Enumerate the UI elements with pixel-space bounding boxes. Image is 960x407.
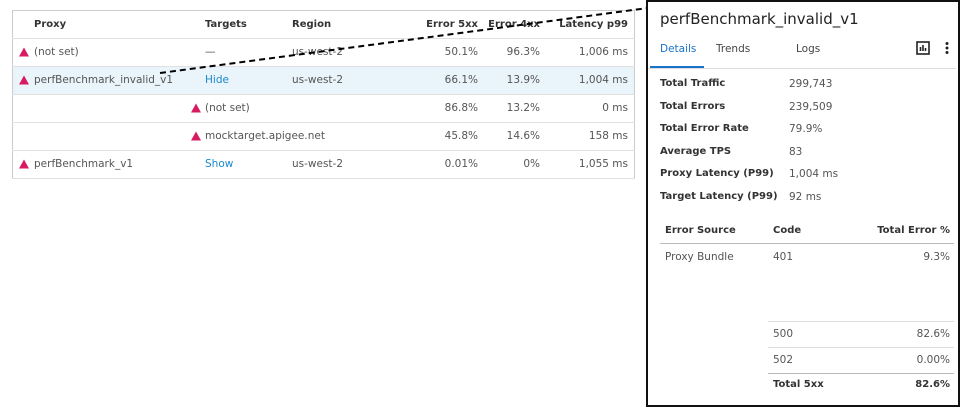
stat-label: Total Traffic xyxy=(660,78,726,89)
column-header: Proxy xyxy=(34,19,67,30)
stat-value: 239,509 xyxy=(789,100,833,113)
total-percent: 82.6% xyxy=(915,379,950,390)
stat-value: 83 xyxy=(789,145,803,158)
cell-region: us-west-2 xyxy=(292,46,344,58)
cell-error-5xx: 66.1% xyxy=(444,74,478,86)
error-header: Code xyxy=(773,225,802,236)
column-header: Error 4xx xyxy=(488,19,540,30)
stat-label: Total Errors xyxy=(660,100,726,112)
warning-icon xyxy=(19,75,29,85)
stat-label: Proxy Latency (P99) xyxy=(660,168,774,180)
stat-label: Total Error Rate xyxy=(660,123,749,135)
stat-value: 92 ms xyxy=(789,191,822,203)
cell-error-4xx: 96.3% xyxy=(506,46,540,58)
row-divider xyxy=(12,66,635,67)
cell-error-4xx: 13.9% xyxy=(506,74,540,86)
stat-value: 79.9% xyxy=(789,123,823,136)
stat-value: 1,004 ms xyxy=(789,168,839,181)
error-source: Proxy Bundle xyxy=(665,251,734,263)
divider xyxy=(768,347,954,348)
tab-underline xyxy=(650,66,704,68)
cell-latency: 1,006 ms xyxy=(578,46,628,58)
divider xyxy=(768,321,954,322)
error-code: 502 xyxy=(773,354,794,366)
warning-icon xyxy=(191,131,201,141)
total-label: Total 5xx xyxy=(773,379,824,390)
dashed-connector xyxy=(159,7,649,74)
row-divider xyxy=(12,38,635,39)
cell-proxy: perfBenchmark_invalid_v1 xyxy=(34,74,174,86)
error-header: Total Error % xyxy=(877,225,950,236)
cell-proxy: perfBenchmark_v1 xyxy=(34,158,134,170)
warning-icon xyxy=(19,159,29,169)
error-percent: 9.3% xyxy=(923,251,950,263)
sub-cell-targets: mocktarget.apigee.net xyxy=(205,130,325,142)
warning-icon xyxy=(191,103,201,113)
cell-error-5xx: 50.1% xyxy=(444,46,478,58)
sub-cell-latency: 158 ms xyxy=(588,130,628,142)
chart-icon[interactable] xyxy=(916,41,930,55)
error-code: 401 xyxy=(773,251,794,263)
tabs-divider xyxy=(648,68,956,69)
warning-icon xyxy=(19,47,29,57)
column-header: Targets xyxy=(205,19,247,30)
error-percent: 0.00% xyxy=(916,354,950,366)
toggle-link[interactable]: Hide xyxy=(205,74,229,86)
stat-label: Target Latency (P99) xyxy=(660,191,778,202)
cell-error-5xx: 0.01% xyxy=(444,158,478,170)
cell-error-4xx: 0% xyxy=(523,158,540,170)
toolbar-icons xyxy=(916,41,949,55)
sub-cell-error-4xx: 13.2% xyxy=(506,102,540,114)
column-header: Error 5xx xyxy=(426,19,478,30)
row-divider xyxy=(12,178,635,179)
cell-region: us-west-2 xyxy=(292,74,344,86)
more-menu[interactable] xyxy=(945,42,949,54)
cell-region: us-west-2 xyxy=(292,158,344,170)
panel-title: perfBenchmark_invalid_v1 xyxy=(660,10,859,28)
error-header: Error Source xyxy=(665,225,736,236)
cell-proxy: (not set) xyxy=(34,46,79,58)
sub-cell-error-4xx: 14.6% xyxy=(506,130,540,142)
sub-cell-targets: (not set) xyxy=(205,102,250,114)
selected-row xyxy=(13,67,634,94)
divider xyxy=(660,243,954,244)
tab[interactable]: Trends xyxy=(716,43,751,55)
toggle-link[interactable]: Show xyxy=(205,158,234,170)
stat-label: Average TPS xyxy=(660,145,732,157)
row-divider xyxy=(12,94,635,95)
column-header: Latency p99 xyxy=(559,19,628,30)
tab[interactable]: Details xyxy=(660,43,697,55)
stat-value: 299,743 xyxy=(789,78,833,90)
cell-latency: 1,004 ms xyxy=(578,74,628,86)
cell-latency: 1,055 ms xyxy=(578,158,628,170)
sub-cell-latency: 0 ms xyxy=(602,102,628,114)
sub-cell-error-5xx: 45.8% xyxy=(444,130,478,142)
error-percent: 82.6% xyxy=(916,328,950,340)
tab[interactable]: Logs xyxy=(796,43,821,55)
sub-cell-error-5xx: 86.8% xyxy=(444,102,478,114)
error-code: 500 xyxy=(773,328,794,340)
row-divider xyxy=(12,150,635,151)
target-cell: — xyxy=(205,46,216,58)
column-header: Region xyxy=(292,19,332,30)
divider xyxy=(768,373,954,374)
row-divider xyxy=(12,122,635,123)
details-panel: perfBenchmark_invalid_v1 Details Trends … xyxy=(646,0,960,407)
